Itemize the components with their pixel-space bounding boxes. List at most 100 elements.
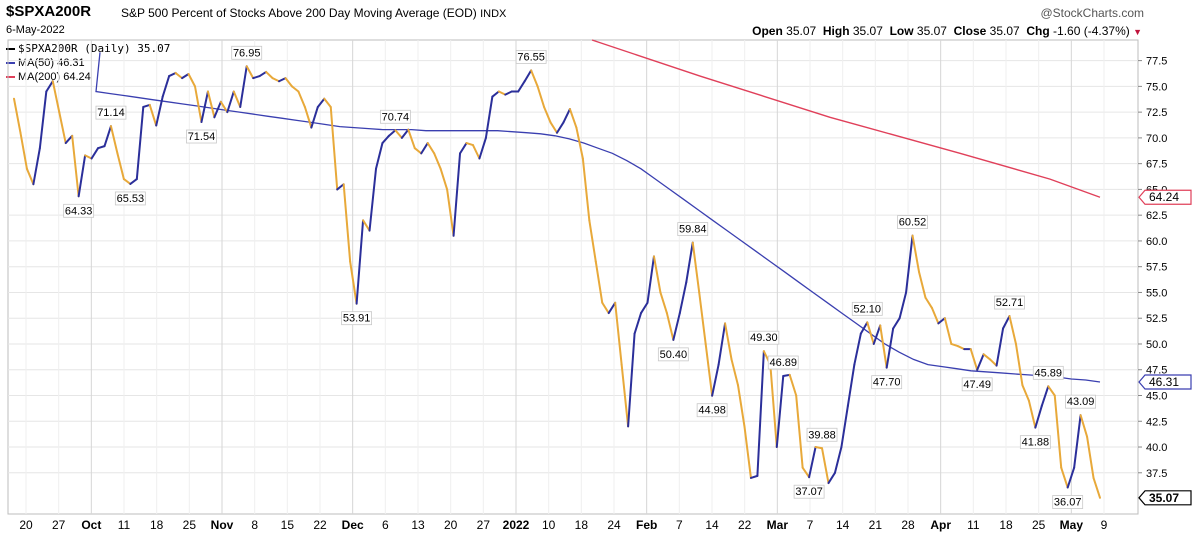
data-label: 47.70 [873,377,901,389]
chg-value: -1.60 (-4.37%) [1053,24,1130,38]
price-segment [271,77,281,83]
price-segment [413,147,423,155]
price-segment [64,134,74,145]
data-label-box [1065,394,1097,409]
price-segment [491,90,500,98]
ohlc-readout: Open 35.07 High 35.07 Low 35.07 Close 35… [752,24,1142,38]
data-label-box [186,129,217,144]
data-label: 53.91 [343,313,371,325]
price-segment [181,73,190,80]
price-segment [814,446,824,450]
x-tick-label: 21 [869,518,883,532]
price-segment [989,358,998,367]
x-tick-label: 28 [901,518,915,532]
price-segment [297,90,306,108]
price-segment [452,152,462,237]
data-label: 41.88 [1022,437,1050,449]
data-label: 46.89 [769,357,797,369]
price-segment [1002,315,1011,330]
price-segment [698,291,707,345]
x-tick-label: 18 [999,518,1013,532]
data-label: 64.33 [65,205,93,217]
price-segment [866,321,875,345]
value-tag-label: 35.07 [1149,491,1179,505]
low-label: Low [889,24,914,38]
price-segment [400,128,410,139]
price-segment [640,301,649,315]
price-segment [58,111,67,145]
data-label: 45.89 [1035,367,1063,379]
price-segment [194,85,203,124]
price-segment [97,145,106,150]
legend-ma50: MA(50) 46.31 [6,56,170,70]
price-segment [109,125,119,155]
data-label: 43.09 [1067,396,1095,408]
value-tag [1138,374,1192,390]
y-tick-label: 60.0 [1146,236,1167,248]
low-value: 35.07 [916,24,947,38]
price-segment [911,234,920,273]
x-tick-label: 13 [411,518,425,532]
y-tick-label: 75.0 [1146,81,1167,93]
price-segment [568,108,578,129]
legend-ma50-text: MA(50) 46.31 [18,57,85,69]
data-label: 36.07 [1054,497,1082,509]
data-label: 49.30 [750,332,778,344]
price-segment [349,260,358,305]
x-tick-label: 18 [150,518,164,532]
price-segment [918,270,927,299]
price-segment [743,425,752,479]
price-segment [982,353,992,361]
price-segment [827,471,836,485]
price-segment [905,234,914,294]
chg-label: Chg [1026,24,1050,38]
price-segment [459,142,468,155]
price-segment [310,105,319,129]
chart-date: 6-May-2022 [6,24,65,36]
data-label-box [767,355,799,370]
x-tick-label: 14 [705,518,719,532]
price-segment [872,324,882,345]
y-tick-label: 77.5 [1146,56,1167,68]
price-segment [446,188,455,237]
price-segment [155,95,164,127]
price-segment [995,327,1005,367]
price-segment [969,348,979,371]
data-label-box [657,347,689,362]
price-segment [90,147,100,160]
price-segment [336,183,345,191]
value-tag [1138,189,1192,205]
price-segment [943,317,953,345]
x-tick-label: 27 [52,518,66,532]
price-segment [504,90,513,96]
exchange-label: INDX [480,8,507,20]
price-segment [303,105,313,129]
price-segment [329,105,339,191]
value-tag [1138,490,1192,506]
price-segment [187,73,196,88]
description-text: S&P 500 Percent of Stocks Above 200 Day … [121,6,477,20]
data-label: 76.95 [233,47,261,59]
price-segment [724,322,733,361]
price-segment [749,474,759,479]
price-segment [471,144,481,160]
price-segment [808,446,817,479]
price-segment [691,241,701,294]
price-segment [122,178,132,185]
price-segment [116,152,125,181]
price-segment [284,77,293,88]
price-segment [394,129,403,139]
x-tick-label: Oct [81,518,101,532]
price-segment [252,75,261,80]
data-label-box [871,375,903,390]
price-segment [232,90,242,108]
price-segment [1066,466,1076,489]
x-tick-label: 7 [676,518,683,532]
price-segment [323,97,332,108]
y-tick-label: 67.5 [1146,159,1167,171]
x-tick-label: 2022 [503,518,530,532]
price-segment [1047,385,1056,397]
data-label: 39.88 [808,429,836,441]
price-segment [782,373,791,378]
